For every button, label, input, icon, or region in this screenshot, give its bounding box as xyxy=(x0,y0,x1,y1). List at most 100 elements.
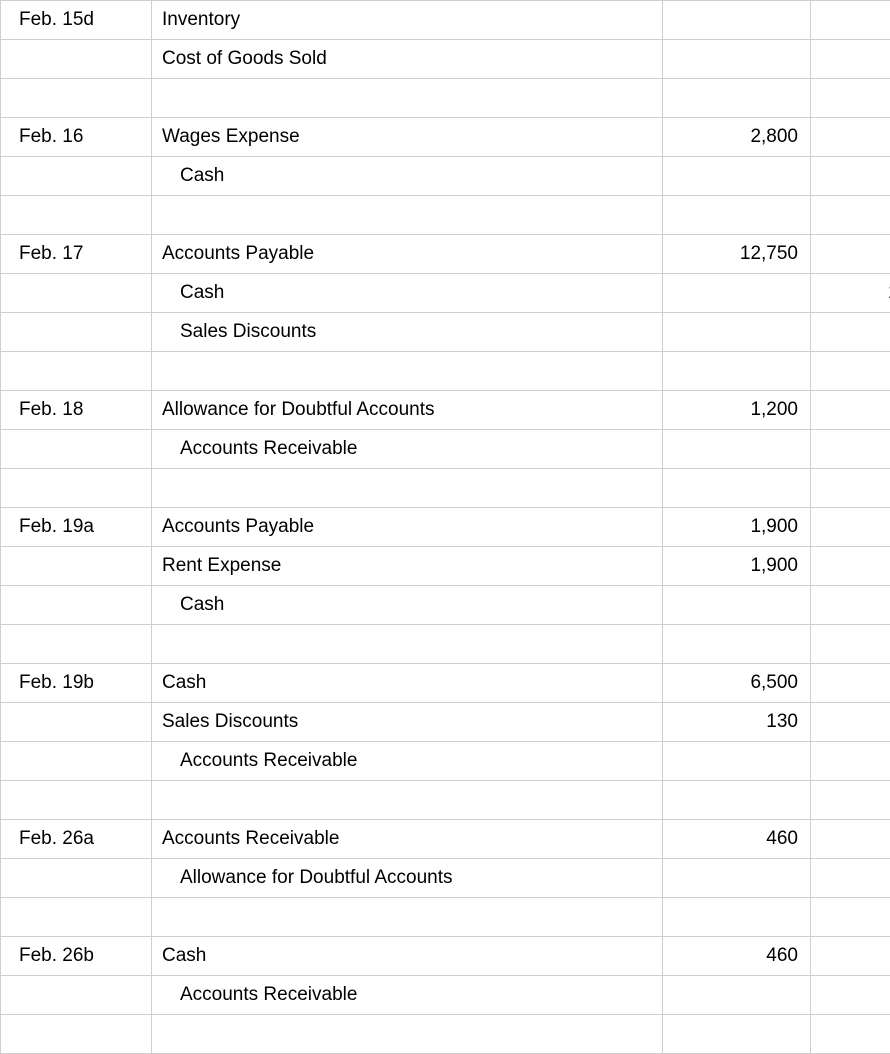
credit-cell: 255 xyxy=(811,313,890,352)
date-cell xyxy=(1,157,152,196)
credit-cell: 12,495 xyxy=(811,274,890,313)
table-row: Feb. 16Wages Expense2,800 xyxy=(1,118,890,157)
account-cell: Wages Expense xyxy=(152,118,663,157)
debit-cell xyxy=(663,430,811,469)
table-row: Sales Discounts255 xyxy=(1,313,890,352)
account-cell xyxy=(152,625,663,664)
table-row: Feb. 19bCash6,500 xyxy=(1,664,890,703)
table-row: Sales Discounts130 xyxy=(1,703,890,742)
date-cell xyxy=(1,274,152,313)
credit-cell xyxy=(811,196,890,235)
credit-cell xyxy=(811,508,890,547)
account-cell: Rent Expense xyxy=(152,547,663,586)
debit-cell: 130 xyxy=(663,703,811,742)
credit-cell xyxy=(811,235,890,274)
credit-cell xyxy=(811,391,890,430)
debit-cell xyxy=(663,40,811,79)
table-row: Feb. 15dInventory xyxy=(1,1,890,40)
table-row: Rent Expense1,900 xyxy=(1,547,890,586)
credit-cell xyxy=(811,1,890,40)
table-row xyxy=(1,352,890,391)
table-row xyxy=(1,781,890,820)
credit-cell xyxy=(811,937,890,976)
table-row xyxy=(1,469,890,508)
debit-cell: 6,500 xyxy=(663,664,811,703)
date-cell xyxy=(1,742,152,781)
account-cell xyxy=(152,79,663,118)
table-row: Accounts Receivable6,630 xyxy=(1,742,890,781)
table-row: Feb. 19aAccounts Payable1,900 xyxy=(1,508,890,547)
date-cell xyxy=(1,781,152,820)
table-row: Cash3,800 xyxy=(1,586,890,625)
account-cell: Cash xyxy=(152,157,663,196)
account-cell: Accounts Receivable xyxy=(152,430,663,469)
table-row: Feb. 26bCash460 xyxy=(1,937,890,976)
debit-cell xyxy=(663,1015,811,1054)
credit-cell: 2,800 xyxy=(811,157,890,196)
date-cell xyxy=(1,430,152,469)
debit-cell xyxy=(663,781,811,820)
table-row xyxy=(1,625,890,664)
account-cell: Inventory xyxy=(152,1,663,40)
account-cell: Cash xyxy=(152,664,663,703)
account-cell xyxy=(152,352,663,391)
date-cell: Feb. 15d xyxy=(1,1,152,40)
credit-cell xyxy=(811,547,890,586)
date-cell xyxy=(1,859,152,898)
table-row xyxy=(1,1015,890,1054)
debit-cell xyxy=(663,313,811,352)
date-cell xyxy=(1,352,152,391)
table-row: Feb. 18Allowance for Doubtful Accounts1,… xyxy=(1,391,890,430)
debit-cell xyxy=(663,157,811,196)
credit-cell xyxy=(811,352,890,391)
credit-cell: 460 xyxy=(811,859,890,898)
credit-cell xyxy=(811,1015,890,1054)
table-row: Feb. 17Accounts Payable12,750 xyxy=(1,235,890,274)
debit-cell xyxy=(663,625,811,664)
credit-cell: 1,200 xyxy=(811,430,890,469)
account-cell: Accounts Payable xyxy=(152,508,663,547)
credit-cell: 3,800 xyxy=(811,586,890,625)
credit-cell xyxy=(811,703,890,742)
debit-cell xyxy=(663,859,811,898)
debit-cell: 2,800 xyxy=(663,118,811,157)
debit-cell xyxy=(663,196,811,235)
account-cell: Cost of Goods Sold xyxy=(152,40,663,79)
credit-cell xyxy=(811,820,890,859)
debit-cell xyxy=(663,1,811,40)
debit-cell xyxy=(663,274,811,313)
debit-cell xyxy=(663,898,811,937)
date-cell xyxy=(1,469,152,508)
table-row xyxy=(1,79,890,118)
table-row: Cost of Goods Sold xyxy=(1,40,890,79)
account-cell: Accounts Receivable xyxy=(152,820,663,859)
credit-cell xyxy=(811,469,890,508)
date-cell xyxy=(1,547,152,586)
account-cell: Accounts Receivable xyxy=(152,976,663,1015)
account-cell: Allowance for Doubtful Accounts xyxy=(152,391,663,430)
credit-cell xyxy=(811,79,890,118)
account-cell xyxy=(152,898,663,937)
credit-cell xyxy=(811,781,890,820)
debit-cell xyxy=(663,976,811,1015)
table-row: Allowance for Doubtful Accounts460 xyxy=(1,859,890,898)
debit-cell xyxy=(663,586,811,625)
debit-cell: 460 xyxy=(663,820,811,859)
table-row: Feb. 26aAccounts Receivable460 xyxy=(1,820,890,859)
debit-cell xyxy=(663,469,811,508)
credit-cell xyxy=(811,664,890,703)
date-cell: Feb. 19b xyxy=(1,664,152,703)
date-cell xyxy=(1,1015,152,1054)
date-cell: Feb. 26b xyxy=(1,937,152,976)
date-cell: Feb. 26a xyxy=(1,820,152,859)
debit-cell: 1,900 xyxy=(663,547,811,586)
account-cell xyxy=(152,781,663,820)
table-row: Cash12,495 xyxy=(1,274,890,313)
credit-cell xyxy=(811,898,890,937)
credit-cell xyxy=(811,40,890,79)
account-cell xyxy=(152,196,663,235)
account-cell: Cash xyxy=(152,937,663,976)
date-cell: Feb. 17 xyxy=(1,235,152,274)
credit-cell: 6,630 xyxy=(811,742,890,781)
table-row: Cash 2,800 xyxy=(1,157,890,196)
